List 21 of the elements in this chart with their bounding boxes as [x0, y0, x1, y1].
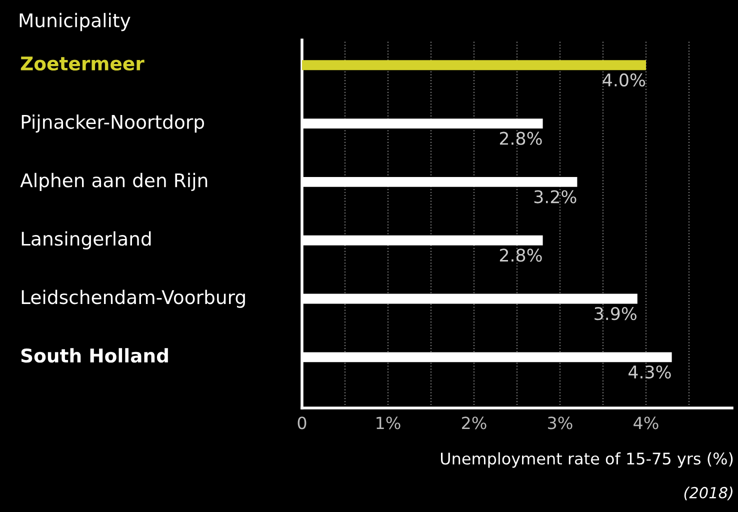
bar — [302, 60, 646, 70]
y-tick-label: Lansingerland — [22, 231, 151, 250]
data-label: 4.3% — [628, 365, 671, 379]
x-tick-label: 3% — [548, 416, 572, 430]
y-tick-label: Zoetermeer — [20, 56, 144, 71]
data-label: 3.9% — [594, 307, 636, 320]
x-tick-label: 4% — [634, 416, 658, 430]
text: (2018) — [684, 486, 732, 500]
x-tick-label: 2% — [462, 416, 486, 430]
data-label: 3.2% — [534, 190, 576, 204]
x-tick-label: 1% — [376, 416, 400, 430]
y-tick-label: Leidschendam-Voorburg — [22, 290, 245, 308]
y-tick-label: Alphen aan den Rijn — [20, 172, 208, 192]
data-label: 4.0% — [602, 73, 646, 87]
data-label: 2.8% — [500, 132, 542, 145]
y-axis-title: Municipality — [20, 12, 130, 32]
y-tick-label: South Holland — [21, 348, 168, 363]
x-axis-title: Unemployment rate of 15-75 yrs (%) — [441, 452, 733, 468]
y-tick-label: Pijnacker-Noortdorp — [22, 114, 204, 133]
x-tick-label: 0 — [298, 416, 306, 430]
data-label: 2.8% — [500, 248, 542, 262]
